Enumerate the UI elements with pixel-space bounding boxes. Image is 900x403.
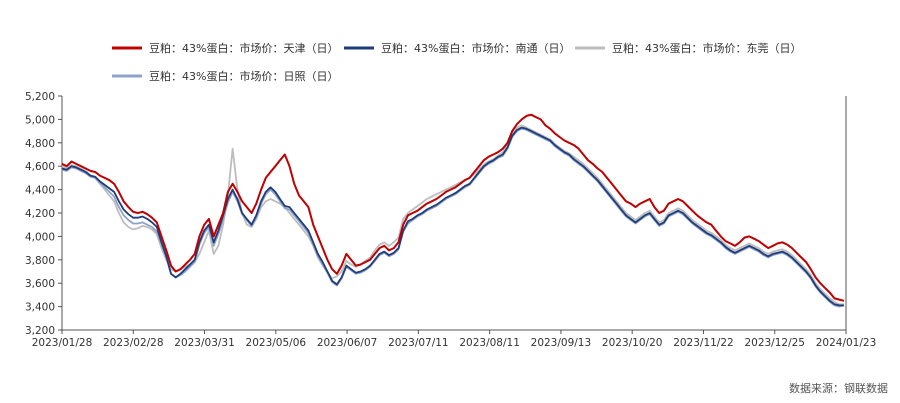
x-tick-label: 2023/01/28 (32, 337, 93, 349)
series-line (61, 124, 844, 306)
x-tick-label: 2023/02/28 (103, 337, 164, 349)
y-tick-label: 5,000 (25, 114, 55, 126)
series-line (61, 127, 845, 308)
y-tick-label: 4,000 (25, 231, 55, 243)
x-tick-label: 2023/10/20 (602, 337, 663, 349)
x-tick-label: 2023/06/07 (317, 337, 378, 349)
x-tick-label: 2023/11/22 (673, 337, 734, 349)
x-tick-label: 2023/12/25 (744, 337, 805, 349)
chart-series-lines (61, 113, 845, 308)
legend-label: 豆粕：43%蛋白：市场价：南通（日） (381, 41, 570, 55)
y-tick-label: 5,200 (25, 91, 55, 103)
y-tick-label: 4,800 (25, 138, 55, 150)
data-source-note: 数据来源：钢联数据 (789, 381, 888, 395)
y-tick-label: 3,400 (25, 302, 55, 314)
y-tick-label: 4,600 (25, 161, 55, 173)
x-tick-label: 2023/08/11 (459, 337, 520, 349)
x-tick-label: 2023/05/06 (246, 337, 307, 349)
x-tick-label: 2023/03/31 (174, 337, 235, 349)
chart-axes: 3,200 3,400 3,600 3,800 4,000 4,200 4,400 4,600… (25, 91, 876, 349)
legend-label: 豆粕：43%蛋白：市场价：天津（日） (149, 41, 338, 55)
y-tick-label: 3,200 (25, 325, 55, 337)
chart-legend: 豆粕：43%蛋白：市场价：天津（日） 豆粕：43%蛋白：市场价：南通（日） 豆粕：4… (112, 41, 801, 83)
legend-label: 豆粕：43%蛋白：市场价：日照（日） (149, 69, 338, 83)
series-line (61, 113, 845, 302)
x-tick-label: 2024/01/23 (816, 337, 877, 349)
y-tick-label: 3,600 (25, 278, 55, 290)
legend-label: 豆粕：43%蛋白：市场价：东莞（日） (612, 41, 801, 55)
x-tick-label: 2023/09/13 (531, 337, 592, 349)
series-line (61, 126, 844, 307)
y-tick-label: 4,400 (25, 185, 55, 197)
y-tick-label: 4,200 (25, 208, 55, 220)
x-tick-label: 2023/07/11 (388, 337, 449, 349)
y-tick-label: 3,800 (25, 255, 55, 267)
